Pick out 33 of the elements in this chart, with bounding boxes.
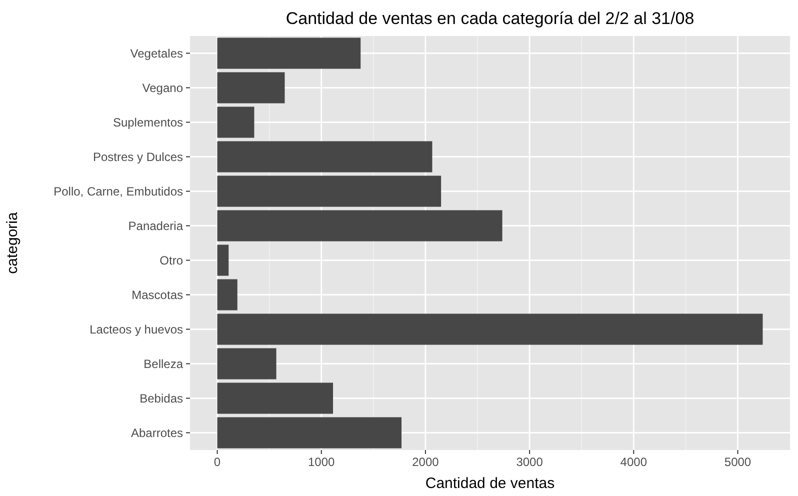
bar <box>217 244 229 276</box>
bar <box>217 106 254 138</box>
bar <box>217 72 285 104</box>
bar <box>217 348 276 380</box>
y-tick-label: Suplementos <box>112 115 183 130</box>
y-tick-label: Abarrotes <box>130 426 183 440</box>
chart-title: Cantidad de ventas en cada categoría del 2/2 al 31/08 <box>286 9 694 28</box>
y-tick-label: Vegano <box>142 80 184 95</box>
y-tick-label: Panaderia <box>128 218 184 233</box>
y-tick-label: Lacteos y huevos <box>90 322 183 336</box>
y-tick-label: Pollo, Carne, Embutidos <box>54 184 183 198</box>
bar <box>217 382 334 414</box>
bar <box>217 176 442 207</box>
x-tick-label: 2000 <box>412 455 440 469</box>
y-tick-label: Bebidas <box>140 391 183 406</box>
bar <box>217 141 432 172</box>
x-tick-label: 4000 <box>620 455 648 469</box>
bar <box>217 417 402 448</box>
y-tick-label: Otro <box>160 253 184 268</box>
bar <box>217 38 361 69</box>
y-tick-label: Postres y Dulces <box>92 150 183 164</box>
x-tick-label: 5000 <box>724 455 752 469</box>
y-tick-label: Mascotas <box>132 288 183 302</box>
x-axis-title: Cantidad de ventas <box>425 475 555 492</box>
y-tick-label: Belleza <box>144 356 184 371</box>
y-tick-label: Vegetales <box>130 46 183 60</box>
x-tick-label: 1000 <box>308 455 336 469</box>
x-tick-label: 3000 <box>516 455 544 469</box>
y-axis-title: categoria <box>4 211 21 274</box>
x-tick-label: 0 <box>214 455 221 469</box>
bar <box>217 279 238 310</box>
bar <box>217 210 502 242</box>
bar <box>217 314 763 345</box>
